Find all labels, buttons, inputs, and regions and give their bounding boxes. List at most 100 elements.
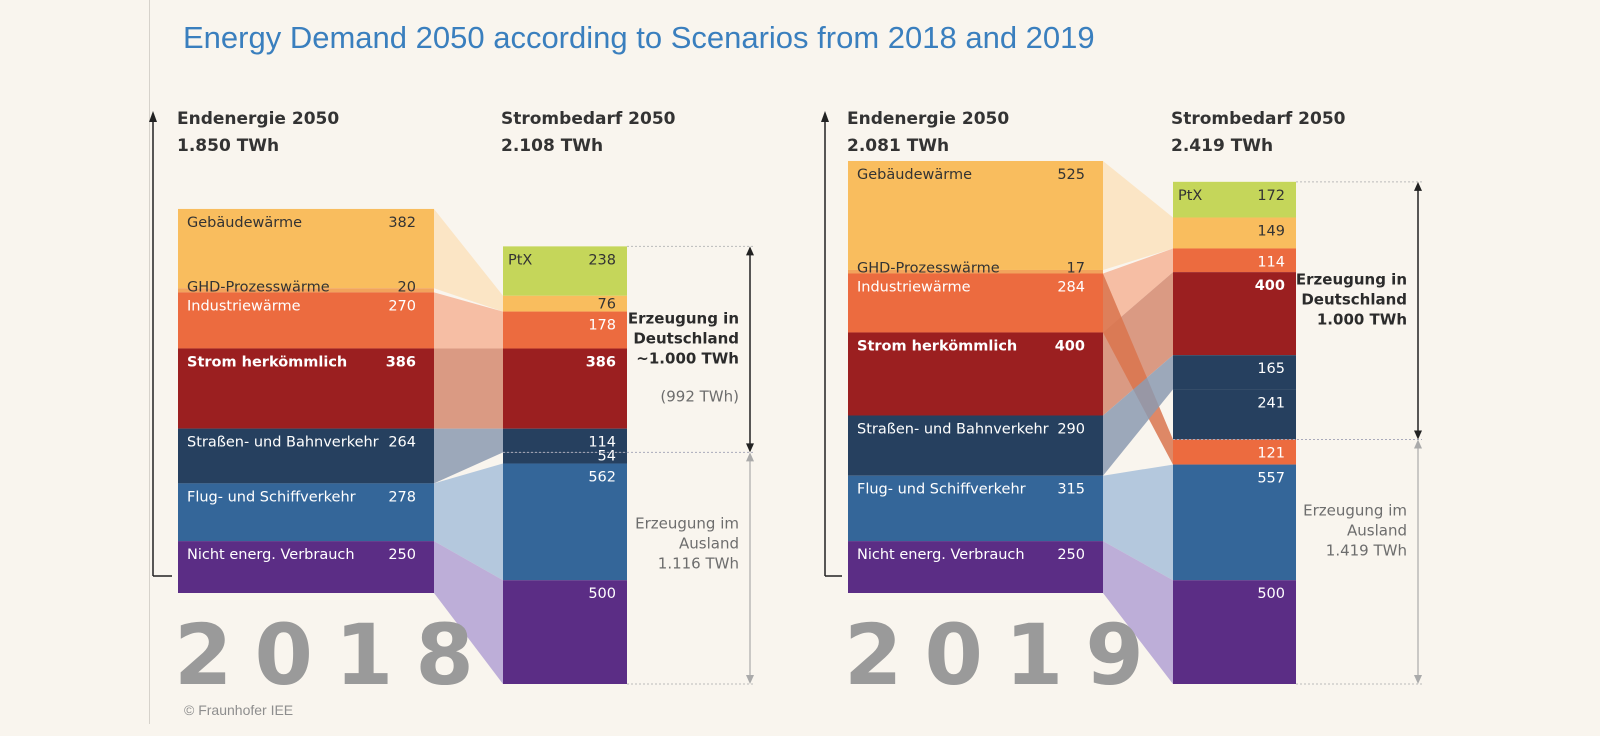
strombedarf-bar-0 <box>503 246 627 296</box>
abroad-arrow-head-down <box>746 675 754 684</box>
endenergie-total: 2.081 TWh <box>847 136 949 156</box>
strombedarf-bar-4 <box>1173 355 1296 390</box>
abroad-label-3: 1.116 TWh <box>658 554 739 572</box>
left-divider <box>149 0 150 724</box>
endenergie-label-nicht: Nicht energ. Verbrauch <box>857 547 1025 563</box>
flow-strasse-to-4 <box>1103 355 1173 476</box>
endenergie-value-gebaeude: 525 <box>1057 167 1085 183</box>
strombedarf-total: 2.108 TWh <box>501 136 603 156</box>
endenergie-value-nicht: 250 <box>388 547 416 563</box>
strombedarf-value-1: 76 <box>598 297 616 313</box>
flow-flug-to-7 <box>1103 464 1173 581</box>
abroad-label-1: Erzeugung im <box>1303 501 1407 519</box>
strombedarf-value-4: 114 <box>588 435 616 451</box>
domestic-label-3: 1.000 TWh <box>1317 311 1407 329</box>
domestic-label-1: Erzeugung in <box>1296 271 1407 289</box>
strombedarf-bar-1 <box>1173 217 1296 249</box>
credit-text: © Fraunhofer IEE <box>184 702 294 718</box>
endenergie-bar-strom <box>848 332 1103 416</box>
flow-nicht-to-8 <box>1103 541 1173 684</box>
panel-2018: Gebäudewärme 382 GHD-Prozesswärme 20 Industr… <box>149 109 754 704</box>
strombedarf-value-0: 238 <box>588 252 616 268</box>
strombedarf-bar-5 <box>503 452 627 464</box>
strombedarf-bar-2 <box>1173 248 1296 273</box>
endenergie-value-strasse: 264 <box>388 435 416 451</box>
panel-2019: Gebäudewärme 525 GHD-Prozesswärme 17 Industr… <box>821 109 1422 704</box>
flow-strom-to-3 <box>434 348 503 429</box>
strombedarf-title: Strombedarf 2050 <box>1171 109 1346 129</box>
strombedarf-value-1: 149 <box>1257 224 1285 240</box>
strombedarf-bar-1 <box>503 295 627 312</box>
strombedarf-value-6: 121 <box>1257 445 1285 461</box>
flow-flug-to-6 <box>434 463 503 581</box>
strombedarf-value-3: 400 <box>1255 278 1285 294</box>
domestic-label-1: Erzeugung in <box>628 309 739 327</box>
endenergie-value-flug: 315 <box>1057 482 1085 498</box>
domestic-label-2: Deutschland <box>633 329 739 347</box>
strombedarf-value-2: 178 <box>588 318 616 334</box>
strombedarf-bar-4 <box>503 428 627 453</box>
endenergie-label-ghd: GHD-Prozesswärme <box>857 261 1000 277</box>
year-label: 2019 <box>844 606 1166 704</box>
strombedarf-bar-7 <box>503 580 627 684</box>
strombedarf-value-0: 172 <box>1257 188 1285 204</box>
flow-strasse-to-4 <box>434 428 503 484</box>
endenergie-label-industrie: Industriewärme <box>857 280 971 296</box>
endenergie-value-strasse: 290 <box>1057 422 1085 438</box>
endenergie-label-strom: Strom herkömmlich <box>857 338 1017 354</box>
strombedarf-bar-2 <box>503 311 627 349</box>
endenergie-bar-nicht <box>848 541 1103 593</box>
domestic-label-2: Deutschland <box>1301 291 1407 309</box>
strombedarf-bar-0 <box>1173 181 1296 218</box>
endenergie-value-flug: 278 <box>388 489 416 505</box>
endenergie-value-ghd: 20 <box>398 279 416 295</box>
endenergie-bar-strasse <box>178 428 434 484</box>
axis-arrow-icon <box>821 111 829 122</box>
strombedarf-value-8: 500 <box>1257 586 1285 602</box>
domestic-arrow-head-up <box>1414 181 1422 191</box>
endenergie-label-gebaeude: Gebäudewärme <box>187 215 302 231</box>
abroad-label-1: Erzeugung im <box>635 514 739 532</box>
endenergie-label-industrie: Industriewärme <box>187 298 301 314</box>
strombedarf-value-2: 114 <box>1257 254 1285 270</box>
domestic-arrow-head-up <box>746 246 754 256</box>
strombedarf-bar-5 <box>1173 389 1296 440</box>
flow-gebaeude-to-1 <box>1103 160 1173 270</box>
endenergie-bar-ghd <box>848 269 1103 274</box>
abroad-arrow-head-up <box>1414 439 1422 449</box>
domestic-label-4: (992 TWh) <box>660 387 739 405</box>
domestic-label-3: ~1.000 TWh <box>636 349 739 367</box>
endenergie-bar-gebaeude <box>848 160 1103 270</box>
strombedarf-value-3: 386 <box>586 355 616 371</box>
strombedarf-total: 2.419 TWh <box>1171 136 1273 156</box>
endenergie-value-industrie: 284 <box>1057 280 1085 296</box>
endenergie-label-strom: Strom herkömmlich <box>187 354 347 370</box>
endenergie-bar-ghd <box>178 288 434 293</box>
flow-industrie-to-2 <box>1103 248 1173 333</box>
endenergie-bar-nicht <box>178 541 434 593</box>
endenergie-title: Endenergie 2050 <box>177 109 339 129</box>
endenergie-bar-flug <box>178 483 434 542</box>
endenergie-label-strasse: Straßen- und Bahnverkehr <box>187 435 379 451</box>
endenergie-bar-gebaeude <box>178 208 434 289</box>
endenergie-label-gebaeude: Gebäudewärme <box>857 167 972 183</box>
endenergie-label-ghd: GHD-Prozesswärme <box>187 279 330 295</box>
axis-arrow-icon <box>149 111 157 122</box>
endenergie-bar-strom <box>178 348 434 429</box>
strombedarf-label-0: PtX <box>508 252 532 268</box>
flow-industrie-to-6 <box>1103 273 1173 465</box>
endenergie-value-industrie: 270 <box>388 298 416 314</box>
strombedarf-value-6: 562 <box>588 470 616 486</box>
page-title: Energy Demand 2050 according to Scenario… <box>183 20 1095 55</box>
strombedarf-title: Strombedarf 2050 <box>501 109 676 129</box>
flow-nicht-to-7 <box>434 541 503 684</box>
endenergie-label-nicht: Nicht energ. Verbrauch <box>187 547 355 563</box>
strombedarf-value-7: 500 <box>588 586 616 602</box>
strombedarf-bar-3 <box>1173 272 1296 356</box>
endenergie-label-flug: Flug- und Schiffverkehr <box>187 489 356 505</box>
domestic-arrow-head-down <box>746 443 754 453</box>
strombedarf-bar-8 <box>1173 580 1296 684</box>
strombedarf-bar-3 <box>503 348 627 429</box>
